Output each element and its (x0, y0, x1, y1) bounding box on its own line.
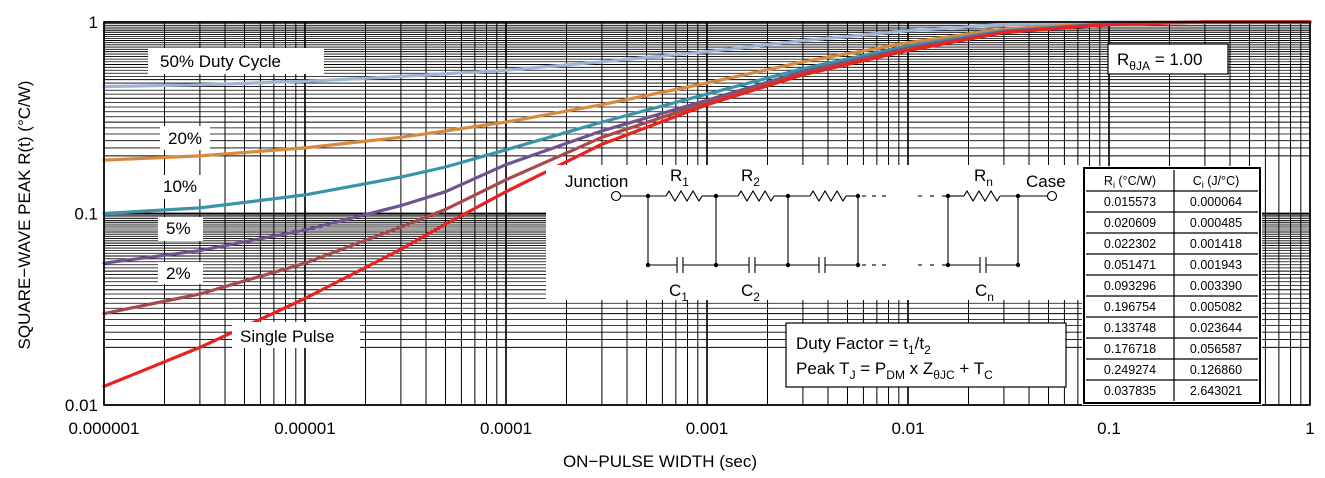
y-tick-label: 1 (89, 13, 98, 32)
circuit-node (785, 193, 791, 199)
table-cell: 0.037835 (1104, 384, 1156, 398)
x-tick-label: 0.001 (686, 419, 729, 438)
rn-label: Rn (974, 166, 993, 189)
duty-factor-box (785, 322, 1067, 388)
duty-factor-text: Duty Factor = t1/t2 (796, 334, 931, 357)
table-header-r: Ri (°C/W) (1104, 174, 1156, 190)
circuit-node (855, 193, 861, 199)
y-tick-labels: 0.01 0.1 1 (65, 13, 98, 415)
table-cell: 0.000064 (1190, 195, 1242, 209)
circuit-node (645, 193, 651, 199)
r1-label: R1 (670, 166, 689, 189)
circuit-node (1015, 193, 1021, 199)
x-tick-label: 0.1 (1097, 419, 1121, 438)
circuit-node (945, 193, 951, 199)
resistor-symbol (963, 189, 1001, 203)
junction-terminal (610, 190, 622, 202)
c1-label: C1 (669, 281, 688, 304)
r2-label: R2 (741, 166, 760, 189)
rtheta-label: RθJA = 1.00 (1117, 50, 1202, 73)
y-tick-label: 0.01 (65, 396, 98, 415)
table-header-c: Ci (J/°C) (1193, 174, 1240, 190)
series-single-pulse-line (102, 20, 1312, 388)
peak-tj-text: Peak TJ = PDM x ZθJC + TC (796, 359, 993, 382)
table-cell: 0.249274 (1104, 363, 1156, 377)
table-cell: 0.133748 (1104, 321, 1156, 335)
table-cell: 0.005082 (1190, 300, 1242, 314)
case-label: Case (1026, 172, 1066, 191)
table-cell: 0.022302 (1104, 237, 1156, 251)
table-cell: 0.176718 (1104, 342, 1156, 356)
series-label-5: 5% (166, 219, 191, 238)
rc-table: Ri (°C/W) Ci (J/°C) 0.015573 0.000064 0.0206… (1082, 166, 1262, 405)
case-terminal (1046, 190, 1058, 202)
table-cell: 0.000485 (1190, 216, 1242, 230)
circuit-node (713, 193, 719, 199)
x-tick-label: 0.00001 (274, 419, 335, 438)
rc-network-diagram (610, 189, 1058, 273)
series-label-10: 10% (163, 177, 197, 196)
series-label-50: 50% Duty Cycle (160, 52, 281, 71)
series-label-20: 20% (168, 129, 202, 148)
circuit-area (546, 165, 1082, 300)
table-cell: 0.001418 (1190, 237, 1242, 251)
table-cell: 0.001943 (1190, 258, 1242, 272)
plot-frame (103, 21, 1311, 406)
series-label-single: Single Pulse (240, 327, 335, 346)
resistor-symbol (809, 189, 847, 203)
table-cell: 0.126860 (1190, 363, 1242, 377)
x-axis-label: ON−PULSE WIDTH (sec) (563, 452, 757, 471)
table-cell: 0.056587 (1190, 342, 1242, 356)
x-tick-label: 0.000001 (69, 419, 140, 438)
series-label-2: 2% (166, 264, 191, 283)
table-background (1082, 166, 1262, 405)
table-cell: 0.015573 (1104, 195, 1156, 209)
table-cell: 2.643021 (1190, 384, 1242, 398)
table-cell: 0.093296 (1104, 279, 1156, 293)
x-tick-label: 1 (1305, 419, 1314, 438)
y-axis-label: SQUARE−WAVE PEAK R(t) (°C/W) (15, 81, 34, 350)
y-tick-label: 0.1 (74, 205, 98, 224)
resistor-symbol (737, 189, 775, 203)
rtheta-box (1107, 43, 1229, 75)
x-tick-label: 0.0001 (480, 419, 532, 438)
table-cell: 0.051471 (1104, 258, 1156, 272)
table-cell: 0.023644 (1190, 321, 1242, 335)
c2-label: C2 (741, 281, 760, 304)
x-tick-label: 0.01 (891, 419, 924, 438)
junction-label: Junction (565, 172, 628, 191)
table-outer-border (1083, 167, 1261, 404)
resistor-symbol (665, 189, 703, 203)
table-cell: 0.003390 (1190, 279, 1242, 293)
table-cell: 0.020609 (1104, 216, 1156, 230)
cn-label: Cn (975, 281, 994, 304)
x-tick-labels: 0.000001 0.00001 0.0001 0.001 0.01 0.1 1 (69, 419, 1315, 438)
table-cell: 0.196754 (1104, 300, 1156, 314)
